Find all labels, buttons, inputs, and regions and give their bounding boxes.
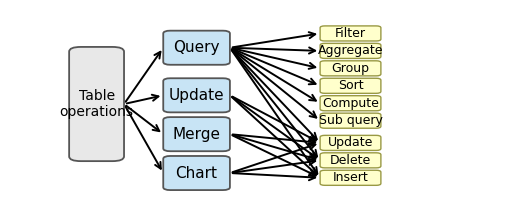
Text: Filter: Filter <box>334 27 365 40</box>
Text: Insert: Insert <box>332 171 368 184</box>
Text: Sort: Sort <box>337 79 363 92</box>
FancyBboxPatch shape <box>163 156 229 190</box>
Text: Compute: Compute <box>321 97 378 110</box>
FancyBboxPatch shape <box>320 78 380 93</box>
Text: Delete: Delete <box>329 154 370 167</box>
FancyBboxPatch shape <box>69 47 124 161</box>
Text: Merge: Merge <box>172 127 220 142</box>
FancyBboxPatch shape <box>320 153 380 168</box>
FancyBboxPatch shape <box>320 43 380 59</box>
FancyBboxPatch shape <box>320 96 380 111</box>
Text: Update: Update <box>169 88 224 103</box>
FancyBboxPatch shape <box>163 117 229 151</box>
FancyBboxPatch shape <box>163 78 229 112</box>
FancyBboxPatch shape <box>320 135 380 150</box>
FancyBboxPatch shape <box>163 31 229 65</box>
Text: Sub query: Sub query <box>318 114 382 127</box>
Text: Table
operations: Table operations <box>60 89 133 119</box>
FancyBboxPatch shape <box>320 113 380 128</box>
Text: Chart: Chart <box>175 166 217 180</box>
Text: Query: Query <box>173 40 219 55</box>
Text: Group: Group <box>331 62 369 75</box>
FancyBboxPatch shape <box>320 61 380 76</box>
Text: Aggregate: Aggregate <box>317 44 382 57</box>
Text: Update: Update <box>327 136 373 149</box>
FancyBboxPatch shape <box>320 170 380 185</box>
FancyBboxPatch shape <box>320 26 380 41</box>
